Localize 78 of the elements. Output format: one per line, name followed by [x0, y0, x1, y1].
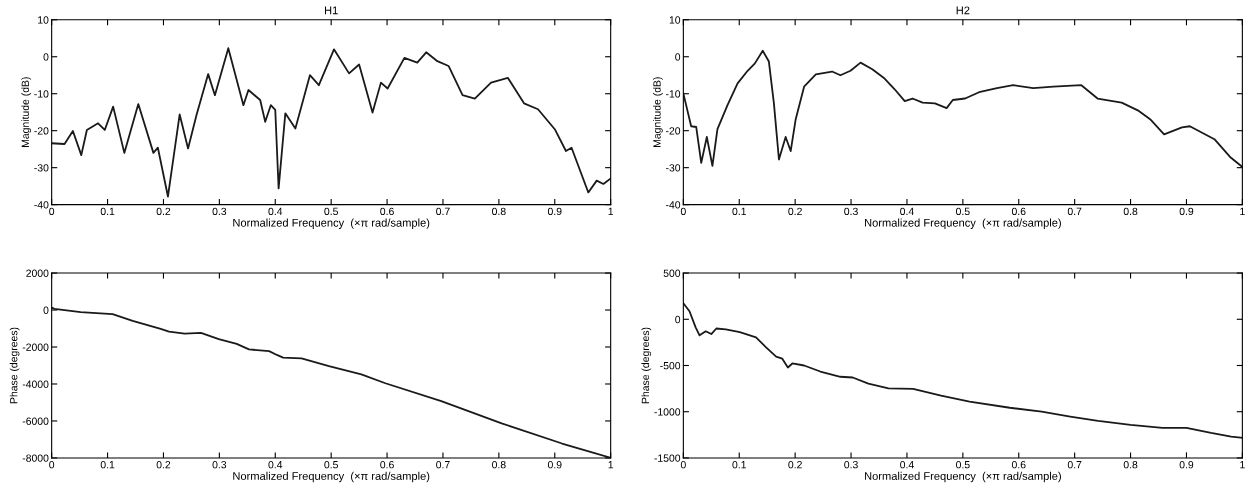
x-tick-label: 1 — [608, 461, 614, 469]
x-tick-label: 0.1 — [100, 207, 115, 216]
x-tick-label: 1 — [1240, 207, 1245, 215]
x-tick-label: 0.7 — [436, 460, 450, 469]
x-tick-label: 0.2 — [788, 460, 802, 469]
x-tick-label: 0.6 — [380, 207, 394, 216]
x-tick-label: 0.8 — [492, 460, 506, 469]
y-tick-label: -30 — [665, 164, 681, 172]
x-tick-label: 0.7 — [1067, 460, 1082, 469]
y-axis-title: Phase (degrees) — [641, 327, 652, 404]
y-axis-title: Phase (degrees) — [9, 327, 20, 404]
y-tick-label: -8000 — [22, 454, 49, 462]
x-tick-label: 0.9 — [1179, 460, 1194, 469]
y-tick-label: -2000 — [22, 343, 49, 351]
line-series — [683, 49, 1243, 168]
x-tick-label: 0.5 — [956, 207, 970, 216]
y-tick-label: -20 — [665, 127, 681, 135]
y-axis-title: Magnitude (dB) — [653, 77, 663, 147]
x-tick-label: 0.4 — [900, 207, 914, 216]
y-tick-label: 0 — [675, 53, 681, 61]
x-tick-label: 0.6 — [1011, 207, 1026, 216]
y-tick-label: 10 — [669, 16, 681, 24]
x-tick-label: 0.2 — [156, 207, 171, 216]
y-tick-label: -10 — [665, 90, 681, 98]
y-tick-label: 10 — [38, 16, 49, 24]
y-tick-label: -20 — [34, 127, 49, 135]
y-tick-label: -40 — [34, 201, 49, 209]
y-tick-label: -30 — [34, 164, 49, 172]
x-axis-title: Normalized Frequency (×π rad/sample) — [864, 471, 1061, 483]
x-tick-label: 0.2 — [156, 460, 171, 469]
x-tick-label: 0.7 — [436, 207, 450, 216]
y-axis-title: Magnitude (dB) — [21, 77, 32, 147]
x-tick-label: 0.9 — [547, 207, 562, 216]
x-tick-label: 0.3 — [844, 207, 858, 216]
x-tick-label: 0.5 — [324, 460, 338, 469]
y-tick-label: 0 — [43, 306, 49, 314]
chart-title: H1 — [324, 6, 338, 15]
x-axis-title: Normalized Frequency (×π rad/sample) — [233, 471, 430, 483]
y-tick-label: -500 — [660, 362, 681, 370]
x-tick-label: 0.5 — [324, 207, 338, 216]
x-tick-label: 0.9 — [547, 460, 562, 469]
line-series — [683, 302, 1243, 439]
x-axis-title: Normalized Frequency (×π rad/sample) — [864, 218, 1061, 229]
x-tick-label: 0.3 — [212, 207, 227, 216]
x-tick-label: 0 — [49, 460, 55, 469]
x-tick-label: 0.3 — [844, 460, 858, 469]
y-tick-label: -6000 — [22, 417, 49, 425]
y-tick-label: 2000 — [26, 269, 49, 277]
x-tick-label: 0.9 — [1179, 207, 1194, 216]
x-tick-label: 0.4 — [268, 460, 283, 469]
x-tick-label: 0.4 — [268, 207, 283, 216]
x-tick-label: 0.7 — [1067, 207, 1082, 216]
y-tick-label: -1500 — [654, 454, 681, 462]
x-tick-label: 0.2 — [788, 207, 802, 216]
x-tick-label: 0.6 — [380, 460, 394, 469]
chart-title: H2 — [956, 6, 970, 15]
y-tick-label: 0 — [43, 53, 49, 61]
x-tick-label: 0.3 — [212, 460, 227, 469]
x-tick-label: 0.8 — [492, 207, 506, 216]
x-tick-label: 0.1 — [732, 207, 746, 216]
y-tick-label: -10 — [34, 90, 49, 98]
x-axis-title: Normalized Frequency (×π rad/sample) — [233, 218, 430, 229]
x-tick-label: 0.8 — [1123, 460, 1138, 469]
x-tick-label: 0.4 — [900, 460, 914, 469]
x-tick-label: 0.1 — [100, 460, 115, 469]
y-tick-label: 500 — [663, 269, 681, 277]
y-tick-label: -1000 — [654, 408, 681, 416]
x-tick-label: 0 — [49, 207, 55, 216]
y-tick-label: -4000 — [22, 380, 49, 388]
x-tick-label: 0.1 — [732, 460, 746, 469]
x-tick-label: 0.5 — [956, 460, 970, 469]
y-tick-label: 0 — [675, 315, 681, 324]
x-tick-label: 1 — [1240, 461, 1245, 469]
y-tick-label: -40 — [665, 201, 681, 209]
x-tick-label: 0.8 — [1123, 207, 1138, 216]
x-tick-label: 1 — [608, 207, 614, 215]
line-series — [51, 47, 611, 198]
x-tick-label: 0.6 — [1011, 460, 1026, 469]
